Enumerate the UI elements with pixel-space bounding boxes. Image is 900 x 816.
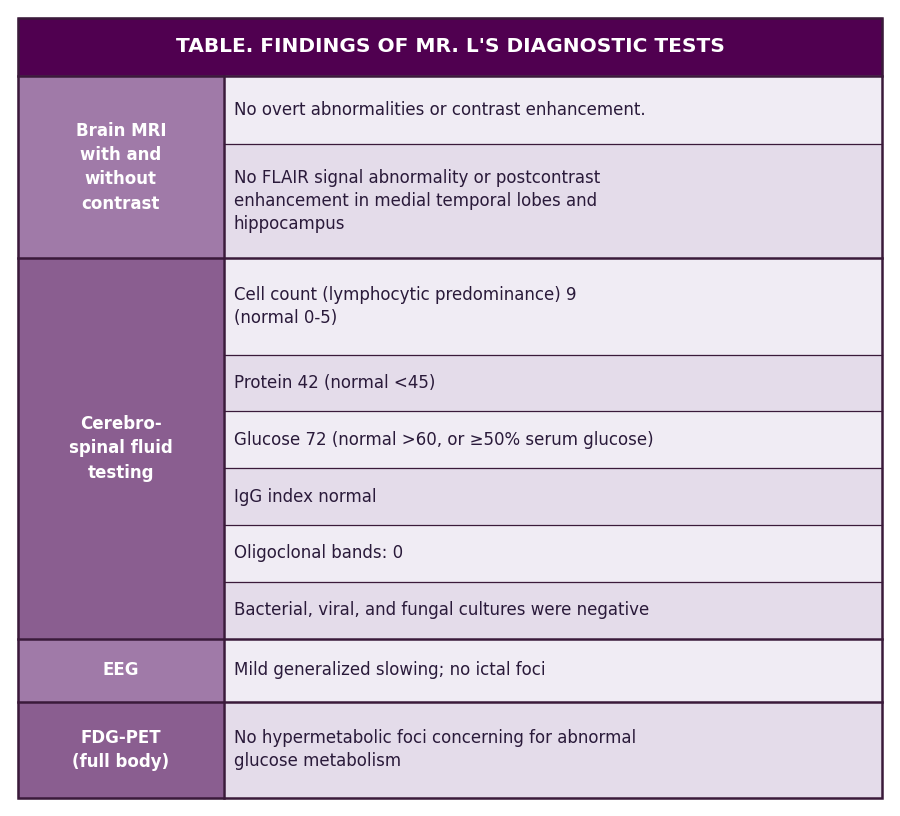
Bar [18,702,223,798]
Text: Protein 42 (normal <45): Protein 42 (normal <45) [234,374,435,392]
Text: IgG index normal: IgG index normal [234,487,376,506]
Text: Oligoclonal bands: 0: Oligoclonal bands: 0 [234,544,403,562]
Text: Cell count (lymphocytic predominance) 9
(normal 0-5): Cell count (lymphocytic predominance) 9 … [234,286,576,327]
Bar [18,639,223,702]
Text: Brain MRI
with and
without
contrast: Brain MRI with and without contrast [76,122,166,213]
Text: No overt abnormalities or contrast enhancement.: No overt abnormalities or contrast enhan… [234,101,645,119]
Bar [18,259,223,639]
Bar [223,354,882,411]
Text: No hypermetabolic foci concerning for abnormal
glucose metabolism: No hypermetabolic foci concerning for ab… [234,730,635,770]
Bar [18,76,223,259]
Text: EEG: EEG [103,661,140,679]
Text: Mild generalized slowing; no ictal foci: Mild generalized slowing; no ictal foci [234,661,545,679]
Text: Cerebro-
spinal fluid
testing: Cerebro- spinal fluid testing [69,415,173,481]
Text: FDG-PET
(full body): FDG-PET (full body) [72,729,169,771]
Bar [223,411,882,468]
Bar [223,259,882,354]
Text: TABLE. FINDINGS OF MR. L'S DIAGNOSTIC TESTS: TABLE. FINDINGS OF MR. L'S DIAGNOSTIC TE… [176,38,725,56]
Bar [223,525,882,582]
Bar [223,144,882,259]
Bar [223,468,882,525]
Text: Glucose 72 (normal >60, or ≥50% serum glucose): Glucose 72 (normal >60, or ≥50% serum gl… [234,431,653,449]
Bar [223,702,882,798]
Bar [223,76,882,144]
Bar [18,18,882,76]
Bar [223,639,882,702]
Text: No FLAIR signal abnormality or postcontrast
enhancement in medial temporal lobes: No FLAIR signal abnormality or postcontr… [234,169,600,233]
Bar [223,582,882,639]
Text: Bacterial, viral, and fungal cultures were negative: Bacterial, viral, and fungal cultures we… [234,601,649,619]
